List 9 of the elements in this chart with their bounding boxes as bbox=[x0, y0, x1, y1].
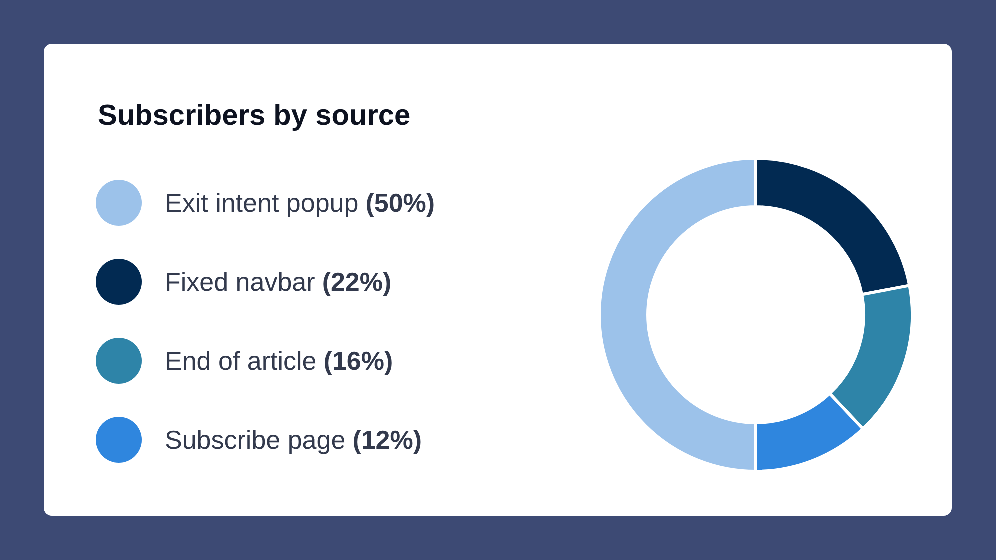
legend-label: Subscribe page bbox=[165, 424, 346, 456]
legend-label: End of article bbox=[165, 346, 317, 376]
legend-label: Exit intent popup bbox=[165, 188, 359, 218]
data-label: (16%) bbox=[324, 346, 394, 376]
chart-title: Subscribers by source bbox=[98, 100, 411, 133]
data-label: (12%) bbox=[352, 424, 422, 456]
legend-label: Fixed navbar bbox=[165, 266, 316, 298]
data-label: (22%) bbox=[322, 266, 392, 298]
data-label: (50%) bbox=[366, 188, 436, 218]
